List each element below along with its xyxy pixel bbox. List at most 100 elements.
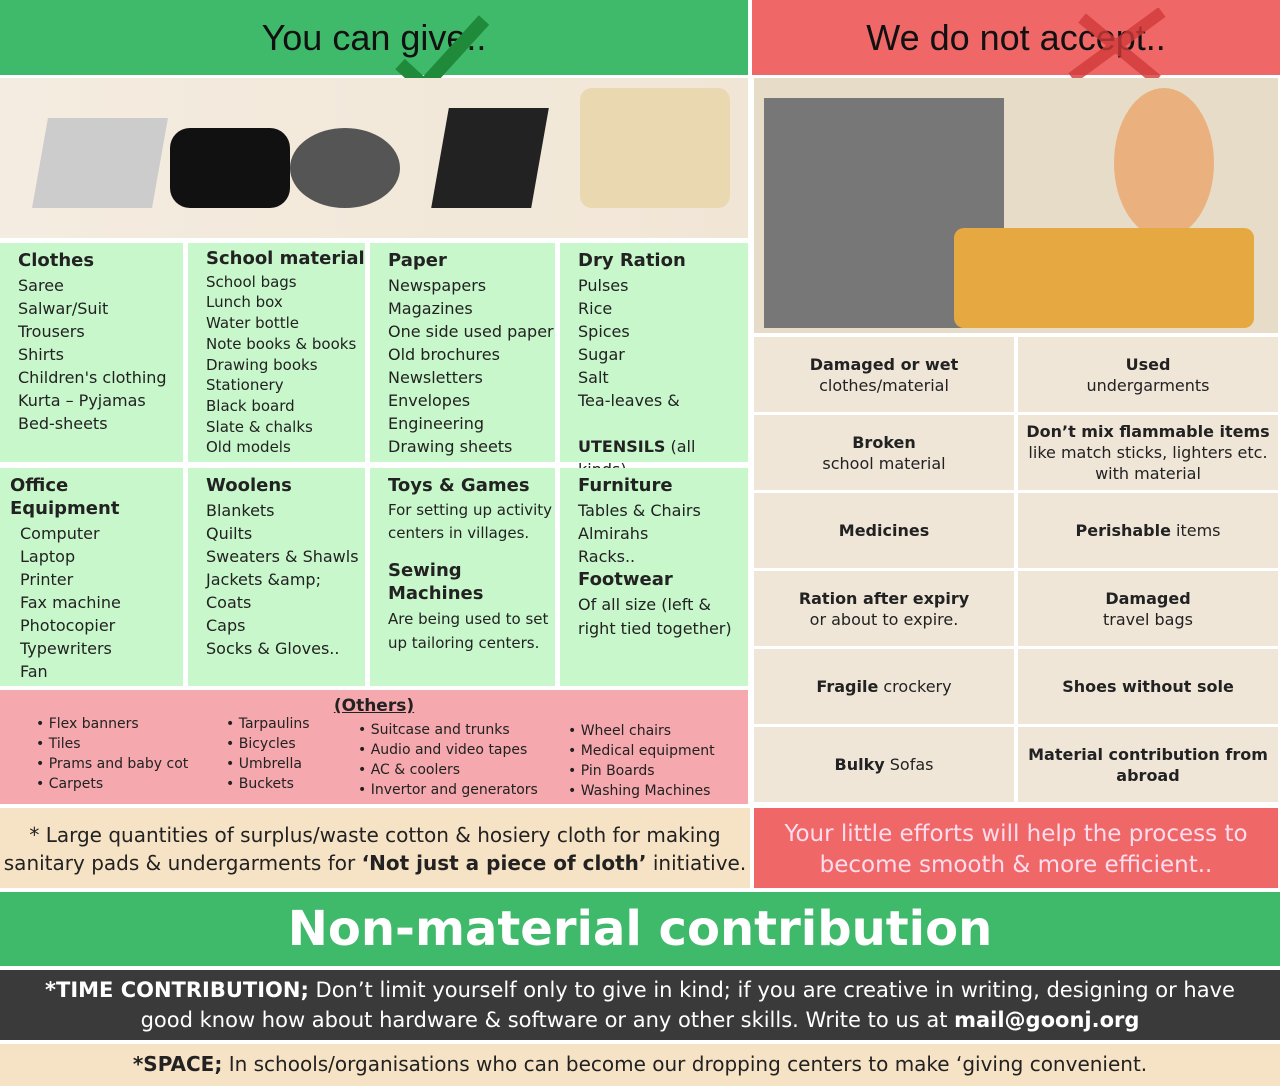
list-item: Wheel chairs [568, 721, 715, 741]
reject-item: Medicines [754, 493, 1014, 568]
reject-item-text: clothes/material [819, 375, 949, 395]
list-item: Tiles [36, 734, 188, 754]
list-item: Almirahs [578, 524, 649, 543]
list-item: Envelopes [388, 391, 471, 410]
list-item: Old brochures [388, 345, 500, 364]
category-title: Office Equipment [10, 475, 120, 519]
list-item: Of all size (left & [578, 595, 711, 614]
list-item: AC & coolers [358, 760, 538, 780]
reject-item-bold: Damaged [1105, 588, 1191, 608]
space-text: In schools/organisations who can become … [222, 1052, 1148, 1076]
reject-item-bold: Don’t mix flammable items [1026, 422, 1270, 441]
list-item: Racks.. [578, 547, 636, 566]
reject-item-bold: Damaged or wet [809, 354, 959, 374]
time-text: Don’t limit yourself only to give in kin… [140, 978, 1235, 1032]
list-item: Old models [206, 438, 291, 457]
list-item: Bicycles [226, 734, 310, 754]
cloth-note: * Large quantities of surplus/waste cott… [0, 808, 750, 888]
email-link[interactable]: mail@goonj.org [954, 1008, 1140, 1032]
list-item: Lunch box [206, 293, 283, 312]
list-item: Sugar [578, 345, 625, 364]
reject-item-bold: Material contribution from abroad [1028, 744, 1268, 785]
list-item: Fan [20, 662, 48, 681]
reject-item-bold: Medicines [838, 521, 930, 540]
time-label: *TIME CONTRIBUTION; [45, 978, 309, 1002]
list-item: Bed-sheets [18, 414, 108, 433]
category-office-equipment: Office Equipment Computer Laptop Printer Fax… [0, 468, 183, 686]
list-item: Suitcase and trunks [358, 720, 538, 740]
give-header: You can give.. [0, 0, 748, 94]
list-item: Prams and baby cot [36, 754, 189, 774]
list-item: Tables & Chairs [578, 501, 701, 520]
note-line-2: sanitary pads & undergarments for ‘Not j… [0, 849, 750, 877]
reject-item: Bulky Sofas [754, 727, 1014, 802]
reject-item-text: school material [822, 453, 946, 473]
category-title: Footwear [578, 569, 673, 590]
list-item: Sweaters & Shawls [206, 547, 359, 566]
reject-item-bold: Shoes without sole [1062, 677, 1234, 696]
category-title: Paper [388, 250, 447, 271]
list-item: centers in villages. [388, 524, 530, 542]
efforts-message: Your little efforts will help the proces… [754, 808, 1278, 888]
list-item: Magazines [388, 299, 473, 318]
category-furniture: Furniture Tables & Chairs Almirahs Racks.. F… [560, 468, 748, 686]
list-item: up tailoring centers. [388, 634, 540, 652]
list-item: Slate & chalks [206, 417, 313, 436]
initiative-name: ‘Not just a piece of cloth’ [361, 851, 647, 875]
list-item: Fax machine [20, 593, 121, 612]
list-item: Newspapers [388, 276, 487, 295]
list-item: Spices [578, 322, 630, 341]
reject-item: Used undergarments [1018, 337, 1278, 412]
note-line-1: * Large quantities of surplus/waste cott… [29, 823, 721, 847]
list-item: Laptop [20, 547, 76, 566]
category-title: Woolens [206, 475, 292, 496]
list-item: Shirts [18, 345, 64, 364]
list-item: Note books & books [206, 334, 357, 353]
reject-item-bold: Broken [852, 432, 916, 452]
reject-item-text: travel bags [1103, 609, 1193, 629]
reject-item-text: items [1170, 521, 1221, 540]
list-item: Drawing sheets [388, 437, 513, 456]
non-material-banner: Non-material contribution [0, 892, 1280, 966]
category-toys-games: Toys & Games For setting up activity cente… [370, 468, 555, 686]
list-item: Are being used to set [388, 610, 549, 628]
give-items-photo [0, 78, 748, 238]
category-woolens: Woolens Blankets Quilts Sweaters & Shawls Ja… [188, 468, 365, 686]
list-item: Saree [18, 276, 64, 295]
list-item: Umbrella [226, 754, 310, 774]
category-dry-ration: Dry Ration Pulses Rice Spices Sugar Salt Tea-l… [560, 243, 748, 479]
space-contribution: *SPACE; In schools/organisations who can… [0, 1044, 1280, 1086]
reject-item-bold: Used [1125, 354, 1171, 374]
list-item: UTENSILS [578, 437, 666, 456]
list-item: Buckets [226, 774, 310, 794]
list-item: Pulses [578, 276, 629, 295]
list-item: Newsletters [388, 368, 483, 387]
others-col-2: TarpaulinsBicyclesUmbrellaBuckets [226, 714, 310, 794]
list-item: Black board [206, 396, 295, 415]
list-item: Blankets [206, 501, 275, 520]
list-item: Stationery [206, 376, 284, 395]
list-item: Salwar/Suit [18, 299, 109, 318]
reject-item: Ration after expiry or about to expire. [754, 571, 1014, 646]
list-item: Audio and video tapes [358, 740, 538, 760]
category-clothes: Clothes Saree Salwar/Suit Trousers Shirts Chi… [0, 243, 183, 462]
list-item: Printer [20, 570, 74, 589]
others-title: (Others) [333, 696, 415, 716]
list-item: Flex banners [36, 714, 188, 734]
note-text: initiative. [646, 851, 747, 875]
reject-item: Broken school material [754, 415, 1014, 490]
list-item: Water bottle [206, 314, 299, 333]
reject-items-photo [754, 78, 1278, 333]
reject-item-bold: Ration after expiry [798, 588, 970, 608]
reject-item: Damaged travel bags [1018, 571, 1278, 646]
category-title: School material [206, 248, 365, 269]
reject-item-text: Sofas [884, 755, 934, 774]
reject-item-text: like match sticks, lighters etc. with ma… [1028, 443, 1268, 483]
list-item: One side used paper [388, 322, 554, 341]
category-title: Furniture [578, 475, 673, 496]
reject-item: Shoes without sole [1018, 649, 1278, 724]
category-title: Toys & Games [388, 475, 530, 496]
list-item: Socks & Gloves.. [206, 639, 340, 658]
reject-item-text: undergarments [1086, 375, 1210, 395]
list-item: right tied together) [578, 619, 732, 638]
